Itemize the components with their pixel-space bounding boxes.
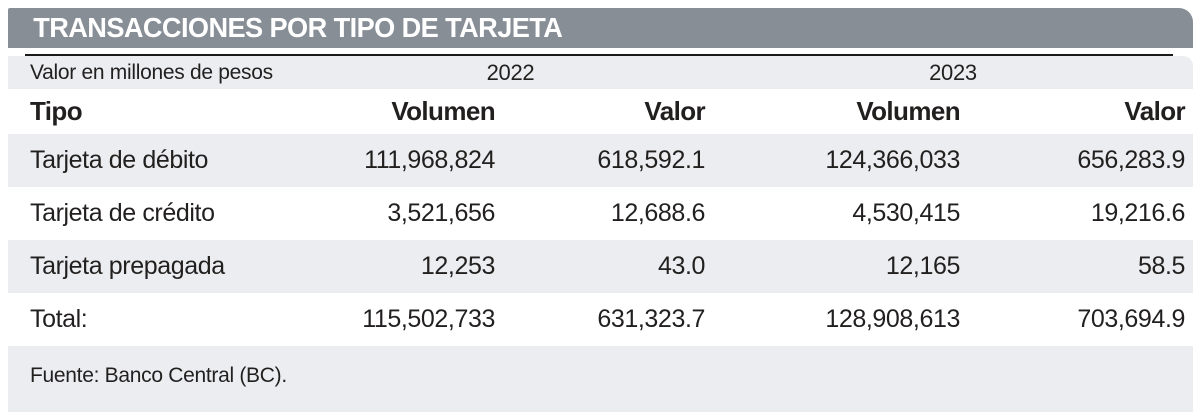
table-row-total: Total: 115,502,733 631,323.7 128,908,613…: [8, 293, 1193, 346]
col-header-volumen-2023: Volumen: [856, 96, 960, 126]
cell-volumen-2023: 4,530,415: [852, 199, 960, 227]
total-volumen-2022: 115,502,733: [362, 305, 495, 333]
total-volumen-2023: 128,908,613: [825, 305, 960, 333]
divider-line: [25, 54, 1173, 56]
cell-volumen-2023: 12,165: [885, 252, 960, 280]
units-note: Valor en millones de pesos: [30, 60, 273, 84]
total-valor-2022: 631,323.7: [597, 305, 705, 333]
row-label: Tarjeta de crédito: [30, 199, 215, 227]
year-2022-label: 2022: [486, 59, 535, 85]
source-note: Fuente: Banco Central (BC).: [30, 364, 287, 387]
total-valor-2023: 703,694.9: [1077, 305, 1185, 333]
col-header-volumen-2022: Volumen: [391, 96, 495, 126]
column-header-row: Tipo Volumen Valor Volumen Valor: [8, 89, 1193, 134]
source-band: Fuente: Banco Central (BC).: [8, 346, 1193, 412]
cell-volumen-2022: 3,521,656: [387, 199, 495, 227]
col-header-tipo: Tipo: [30, 96, 83, 126]
row-label: Tarjeta de débito: [30, 146, 209, 174]
cell-valor-2023: 19,216.6: [1090, 199, 1186, 227]
cell-valor-2022: 43.0: [657, 252, 705, 280]
table-row-credito: Tarjeta de crédito 3,521,656 12,688.6 4,…: [8, 187, 1193, 240]
cell-valor-2022: 618,592.1: [597, 146, 705, 174]
cell-valor-2023: 656,283.9: [1077, 146, 1185, 174]
transactions-table: Valor en millones de pesos 2022 2023 Tip…: [8, 56, 1193, 346]
table-wrapper: Valor en millones de pesos 2022 2023 Tip…: [8, 56, 1193, 346]
col-header-valor-2022: Valor: [644, 96, 705, 126]
cell-volumen-2022: 111,968,824: [364, 146, 495, 174]
cell-volumen-2022: 12,253: [420, 252, 495, 280]
table-title: TRANSACCIONES POR TIPO DE TARJETA: [33, 12, 563, 43]
col-header-valor-2023: Valor: [1124, 96, 1185, 126]
year-2023-label: 2023: [929, 59, 977, 85]
table-card: TRANSACCIONES POR TIPO DE TARJETA Valor …: [8, 8, 1193, 412]
cell-valor-2022: 12,688.6: [610, 199, 706, 227]
table-title-bar: TRANSACCIONES POR TIPO DE TARJETA: [8, 8, 1193, 48]
row-label: Tarjeta prepagada: [30, 252, 225, 280]
cell-volumen-2023: 124,366,033: [825, 146, 960, 174]
cell-valor-2023: 58.5: [1137, 252, 1185, 280]
table-row-prepagada: Tarjeta prepagada 12,253 43.0 12,165 58.…: [8, 240, 1193, 293]
year-header-row: Valor en millones de pesos 2022 2023: [8, 56, 1193, 89]
table-row-debito: Tarjeta de débito 111,968,824 618,592.1 …: [8, 134, 1193, 187]
total-label: Total:: [30, 305, 88, 333]
